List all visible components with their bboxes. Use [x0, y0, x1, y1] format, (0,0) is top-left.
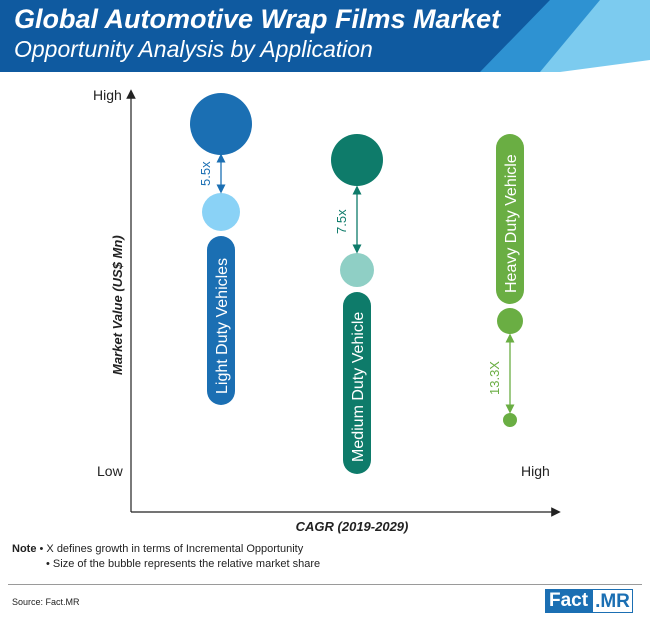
note-line-1: Note • X defines growth in terms of Incr… — [12, 543, 304, 555]
pill-heavy-duty — [496, 134, 524, 304]
note-line-2: • Size of the bubble represents the rela… — [46, 558, 321, 570]
source-text: Source: Fact.MR — [12, 597, 80, 607]
brand-logo: Fact .MR — [545, 589, 633, 613]
x-axis-label: CAGR (2019-2029) — [296, 519, 409, 534]
bubble-heavy-duty-small — [503, 413, 517, 427]
multiplier-light-duty: 5.5x — [198, 161, 213, 186]
x-tick-high: High — [521, 463, 550, 479]
page-title: Global Automotive Wrap Films Market — [14, 4, 501, 34]
bubble-medium-duty-small — [340, 253, 374, 287]
header-banner: Global Automotive Wrap Films Market Oppo… — [0, 0, 650, 72]
note-text-1: X defines growth in terms of Incremental… — [46, 543, 304, 555]
y-tick-high: High — [93, 87, 122, 103]
y-axis-label: Market Value (US$ Mn) — [110, 235, 125, 375]
note-text-2: Size of the bubble represents the relati… — [52, 558, 321, 570]
page-subtitle: Opportunity Analysis by Application — [14, 36, 373, 62]
bubble-light-duty-small — [202, 193, 240, 231]
label-light-duty: Light Duty Vehicles — [214, 258, 231, 394]
pill-medium-duty — [343, 292, 371, 474]
header-background — [0, 0, 650, 72]
bubble-light-duty-large — [190, 93, 252, 155]
note-label: Note — [12, 543, 37, 555]
footer-divider — [8, 584, 642, 585]
brand-logo-part1: Fact — [545, 589, 593, 613]
bubble-heavy-duty-large — [497, 308, 523, 334]
label-heavy-duty: Heavy Duty Vehicle — [503, 154, 520, 293]
multiplier-medium-duty: 7.5x — [334, 209, 349, 234]
pill-light-duty — [207, 236, 235, 405]
y-tick-low: Low — [97, 463, 124, 479]
multiplier-heavy-duty: 13.3X — [487, 361, 502, 395]
label-medium-duty: Medium Duty Vehicle — [350, 312, 367, 462]
notes: Note • X defines growth in terms of Incr… — [12, 542, 320, 572]
bubble-medium-duty-large — [331, 134, 383, 186]
bubble-chart: High Low High Market Value (US$ Mn) CAGR… — [93, 87, 561, 534]
brand-logo-part2: .MR — [592, 589, 633, 613]
